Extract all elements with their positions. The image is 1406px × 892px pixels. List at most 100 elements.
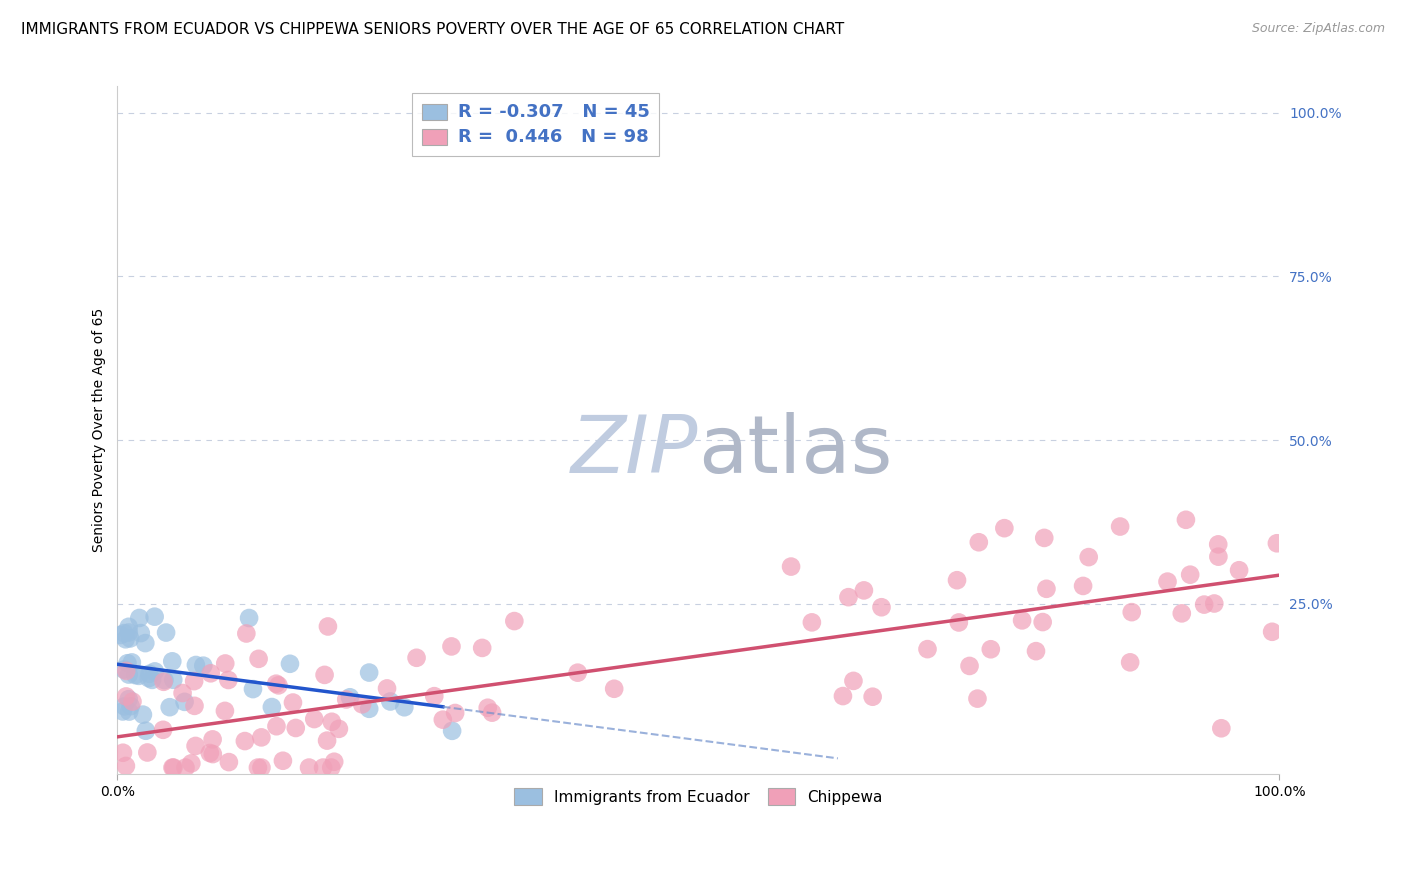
Point	[128, 611, 150, 625]
Point	[200, 666, 222, 681]
Point	[862, 690, 884, 704]
Point	[316, 619, 339, 633]
Point	[304, 712, 326, 726]
Point	[1035, 582, 1057, 596]
Point	[111, 746, 134, 760]
Point	[1077, 550, 1099, 565]
Point	[278, 657, 301, 671]
Point	[174, 761, 197, 775]
Point	[335, 692, 357, 706]
Point	[1109, 519, 1132, 533]
Text: IMMIGRANTS FROM ECUADOR VS CHIPPEWA SENIORS POVERTY OVER THE AGE OF 65 CORRELATI: IMMIGRANTS FROM ECUADOR VS CHIPPEWA SENI…	[21, 22, 845, 37]
Point	[143, 609, 166, 624]
Point	[1025, 644, 1047, 658]
Point	[120, 632, 142, 646]
Point	[959, 659, 981, 673]
Point	[233, 734, 256, 748]
Point	[948, 615, 970, 630]
Point	[1071, 579, 1094, 593]
Point	[481, 706, 503, 720]
Point	[159, 700, 181, 714]
Point	[201, 732, 224, 747]
Point	[250, 731, 273, 745]
Point	[432, 713, 454, 727]
Point	[323, 755, 346, 769]
Point	[271, 754, 294, 768]
Point	[375, 681, 398, 696]
Point	[136, 746, 159, 760]
Point	[314, 668, 336, 682]
Point	[321, 761, 343, 775]
Text: ZIP: ZIP	[571, 412, 699, 490]
Point	[214, 657, 236, 671]
Point	[138, 671, 160, 685]
Point	[114, 632, 136, 647]
Point	[980, 642, 1002, 657]
Point	[173, 695, 195, 709]
Point	[162, 654, 184, 668]
Point	[339, 690, 361, 705]
Point	[129, 626, 152, 640]
Point	[441, 723, 464, 738]
Point	[115, 759, 138, 773]
Point	[183, 674, 205, 689]
Point	[121, 656, 143, 670]
Point	[946, 573, 969, 587]
Point	[264, 676, 287, 690]
Point	[966, 691, 988, 706]
Point	[266, 719, 288, 733]
Point	[842, 673, 865, 688]
Point	[112, 626, 135, 640]
Point	[132, 707, 155, 722]
Point	[870, 600, 893, 615]
Point	[837, 590, 859, 604]
Point	[118, 667, 141, 681]
Point	[124, 668, 146, 682]
Point	[1204, 597, 1226, 611]
Point	[1119, 656, 1142, 670]
Point	[120, 699, 142, 714]
Point	[281, 696, 304, 710]
Point	[201, 747, 224, 761]
Point	[152, 723, 174, 737]
Point	[394, 700, 416, 714]
Point	[115, 690, 138, 704]
Point	[172, 686, 194, 700]
Point	[218, 755, 240, 769]
Point	[198, 746, 221, 760]
Point	[162, 761, 184, 775]
Point	[118, 625, 141, 640]
Point	[1178, 567, 1201, 582]
Point	[217, 673, 239, 687]
Point	[993, 521, 1015, 535]
Point	[321, 714, 343, 729]
Point	[184, 658, 207, 673]
Point	[193, 658, 215, 673]
Point	[567, 665, 589, 680]
Point	[143, 665, 166, 679]
Point	[1211, 721, 1233, 735]
Point	[1171, 607, 1194, 621]
Point	[1227, 563, 1250, 577]
Text: Source: ZipAtlas.com: Source: ZipAtlas.com	[1251, 22, 1385, 36]
Point	[312, 761, 335, 775]
Point	[111, 705, 134, 719]
Point	[1192, 598, 1215, 612]
Point	[180, 756, 202, 771]
Point	[184, 739, 207, 753]
Point	[141, 673, 163, 687]
Point	[214, 704, 236, 718]
Point	[1265, 536, 1288, 550]
Point	[118, 705, 141, 719]
Point	[1261, 624, 1284, 639]
Text: atlas: atlas	[699, 412, 893, 490]
Point	[135, 723, 157, 738]
Point	[316, 733, 339, 747]
Point	[162, 761, 184, 775]
Point	[405, 650, 427, 665]
Point	[117, 657, 139, 671]
Point	[246, 761, 269, 775]
Point	[352, 698, 374, 712]
Point	[1156, 574, 1178, 589]
Point	[1208, 549, 1230, 564]
